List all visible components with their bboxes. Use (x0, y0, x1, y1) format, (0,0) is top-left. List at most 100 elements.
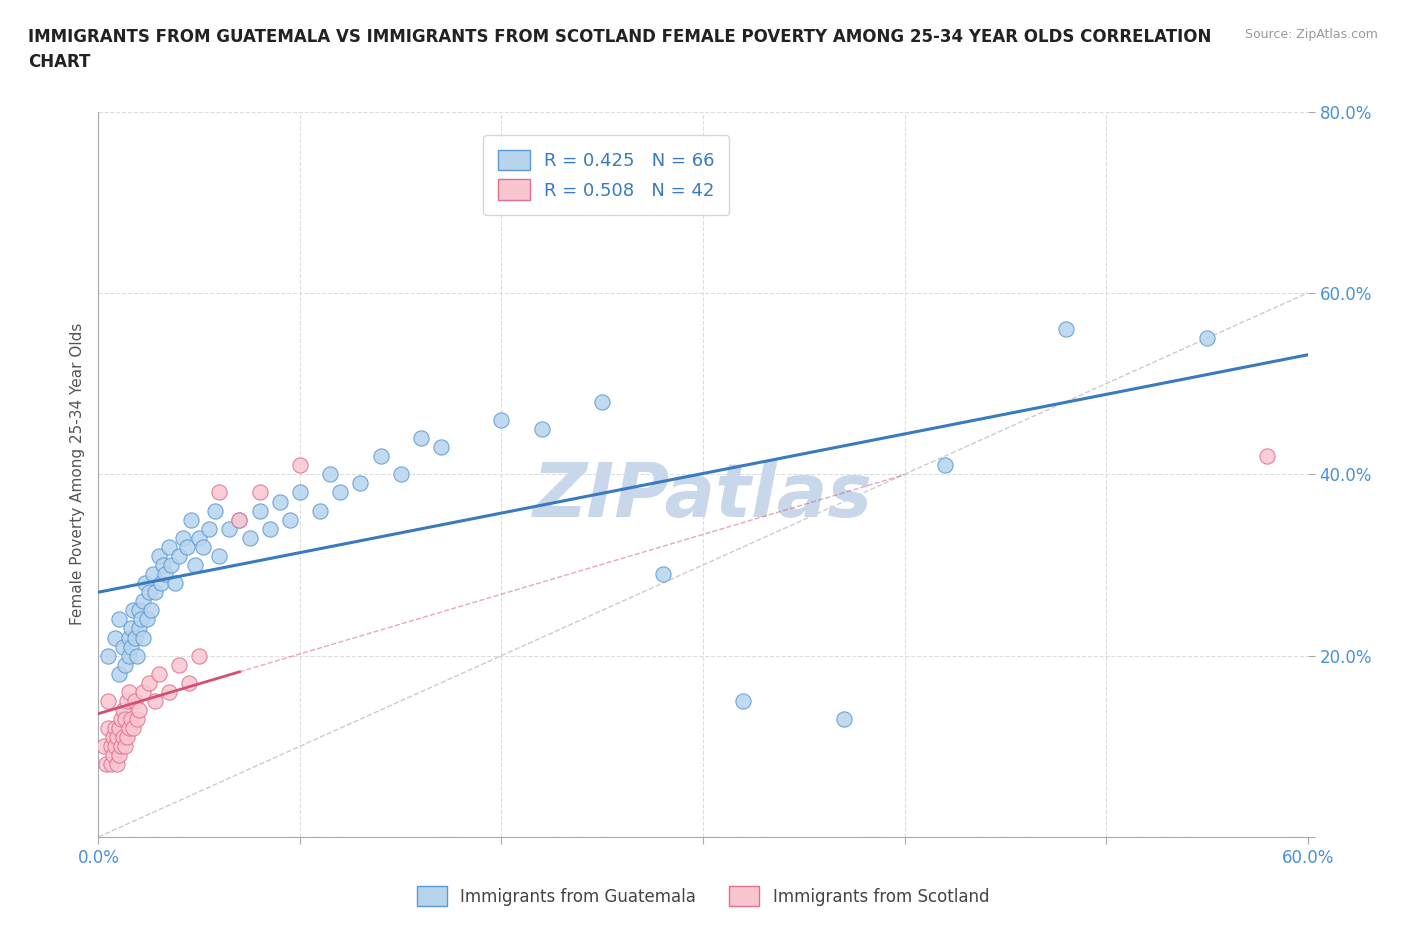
Point (105, 757, 128, 772)
Point (110, 711, 132, 726)
Point (172, 530, 194, 545)
Point (138, 585, 160, 600)
Point (115, 730, 138, 745)
Point (160, 558, 183, 573)
Point (491, 413, 513, 428)
Point (1256, 449, 1278, 464)
Point (309, 503, 332, 518)
Point (138, 675, 160, 690)
Point (128, 621, 150, 636)
Point (180, 512, 202, 527)
Point (409, 431, 432, 445)
Point (167, 658, 190, 672)
Point (101, 748, 124, 763)
Point (278, 512, 301, 527)
Point (188, 648, 211, 663)
Point (107, 612, 129, 627)
Point (204, 503, 226, 518)
Point (107, 721, 129, 736)
Point (269, 494, 291, 509)
Point (124, 631, 146, 645)
Point (288, 485, 311, 500)
Point (157, 539, 180, 554)
Text: Source: ZipAtlas.com: Source: ZipAtlas.com (1244, 28, 1378, 41)
Point (228, 512, 250, 527)
Point (319, 467, 342, 482)
Point (143, 585, 166, 600)
Point (228, 512, 250, 527)
Point (96, 757, 118, 772)
Point (179, 675, 201, 690)
Point (135, 612, 157, 627)
Point (93, 738, 115, 753)
Point (134, 576, 156, 591)
Point (143, 694, 166, 709)
Point (111, 703, 134, 718)
Point (152, 558, 174, 573)
Point (1195, 331, 1218, 346)
Point (259, 521, 281, 536)
Point (114, 658, 136, 672)
Point (97, 721, 120, 736)
Point (288, 458, 311, 472)
Point (733, 694, 755, 709)
Point (107, 748, 129, 763)
Point (349, 476, 371, 491)
Point (100, 738, 122, 753)
Text: IMMIGRANTS FROM GUATEMALA VS IMMIGRANTS FROM SCOTLAND FEMALE POVERTY AMONG 25-34: IMMIGRANTS FROM GUATEMALA VS IMMIGRANTS … (28, 28, 1212, 71)
Point (110, 738, 132, 753)
Point (128, 603, 150, 618)
Point (188, 530, 211, 545)
Point (249, 485, 271, 500)
Point (132, 594, 155, 609)
Point (120, 639, 142, 654)
Point (132, 631, 155, 645)
Point (101, 730, 124, 745)
Point (832, 711, 855, 726)
Point (107, 667, 129, 682)
Point (118, 721, 141, 736)
Point (111, 639, 134, 654)
Point (249, 503, 271, 518)
Point (1054, 322, 1077, 337)
Point (149, 576, 172, 591)
Point (239, 530, 262, 545)
Point (114, 738, 136, 753)
Point (114, 711, 136, 726)
Point (157, 684, 180, 699)
Point (139, 603, 162, 618)
Point (163, 576, 186, 591)
Point (124, 694, 146, 709)
Point (430, 440, 453, 455)
Point (100, 757, 122, 772)
Point (121, 603, 143, 618)
Text: ZIPatlas: ZIPatlas (533, 459, 873, 533)
Point (118, 631, 141, 645)
Point (389, 467, 412, 482)
Y-axis label: Female Poverty Among 25-34 Year Olds: Female Poverty Among 25-34 Year Olds (69, 323, 84, 626)
Point (129, 612, 152, 627)
Point (184, 558, 207, 573)
Point (153, 566, 176, 581)
Point (208, 549, 231, 564)
Point (105, 730, 128, 745)
Point (167, 549, 190, 564)
Point (120, 621, 142, 636)
Point (370, 449, 392, 464)
Point (176, 539, 198, 554)
Point (530, 421, 553, 436)
Point (118, 684, 141, 699)
Point (120, 711, 142, 726)
Point (148, 667, 170, 682)
Point (329, 485, 352, 500)
Point (148, 549, 170, 564)
Point (111, 730, 134, 745)
Point (125, 648, 148, 663)
Point (103, 721, 125, 736)
Point (218, 521, 240, 536)
Point (97, 648, 120, 663)
Point (103, 738, 125, 753)
Point (132, 684, 155, 699)
Point (115, 694, 138, 709)
Legend: R = 0.425   N = 66, R = 0.508   N = 42: R = 0.425 N = 66, R = 0.508 N = 42 (484, 135, 730, 215)
